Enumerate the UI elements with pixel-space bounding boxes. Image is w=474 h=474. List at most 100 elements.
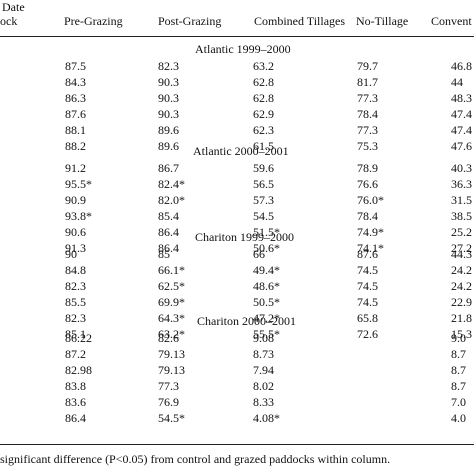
table-cell: 90.6 — [65, 225, 86, 239]
table-cell: 75.3 — [357, 139, 378, 153]
table-cell: 49.4* — [253, 263, 280, 277]
table-cell: 62.9 — [253, 107, 274, 121]
table-cell: 22.9 — [451, 295, 472, 309]
table-cell: 46.8 — [451, 59, 472, 73]
table-cell: 44 — [451, 75, 463, 89]
table-cell: 89.6 — [158, 139, 179, 153]
table-cell: 51.5* — [253, 225, 280, 239]
table-cell: 24.2 — [451, 263, 472, 277]
table-cell: 54.5 — [253, 209, 274, 223]
table-cell: 8.7 — [451, 347, 466, 361]
table-cell: 78.4 — [357, 107, 378, 121]
table-cell: 84.3 — [65, 75, 86, 89]
table-cell: 57.3 — [253, 193, 274, 207]
table-cell: 82.4* — [158, 177, 185, 191]
table-cell: 85 — [158, 247, 170, 261]
table-cell: 47.4 — [451, 107, 472, 121]
table-cell: 61.5 — [253, 139, 274, 153]
table-cell: 86.4 — [158, 241, 179, 255]
table-cell: 8.02 — [253, 379, 274, 393]
table-cell: 86.4 — [65, 411, 86, 425]
footnote: significant difference (P<0.05) from con… — [0, 452, 391, 466]
section-title: Chariton 1999–2000 — [195, 230, 294, 244]
table-cell: 74.5 — [357, 295, 378, 309]
table-cell: 36.3 — [451, 177, 472, 191]
table-cell: 8.73 — [253, 347, 274, 361]
table-cell: 65.8 — [357, 311, 378, 325]
table-cell: 77.3 — [158, 379, 179, 393]
table-cell: 62.3 — [253, 123, 274, 137]
table-cell: 88.1 — [65, 123, 86, 137]
table-cell: 7.94 — [253, 363, 274, 377]
table-cell: 81.7 — [357, 75, 378, 89]
table-cell: 85.1 — [65, 327, 86, 341]
table-cell: 93.8* — [65, 209, 92, 223]
table-cell: 4.0 — [451, 411, 466, 425]
table-cell: 72.6 — [357, 327, 378, 341]
table-cell: 89.6 — [158, 123, 179, 137]
table-cell: 40.3 — [451, 161, 472, 175]
table-cell: 77.3 — [357, 123, 378, 137]
table-cell: 76.0* — [357, 193, 384, 207]
header-pre-grazing: Pre-Grazing — [64, 14, 123, 28]
table-cell: 91.2 — [65, 161, 86, 175]
table-cell: 86.3 — [65, 91, 86, 105]
table-cell: 82.3 — [65, 311, 86, 325]
table-cell: 91.3 — [65, 241, 86, 255]
table-cell: 8.7 — [451, 379, 466, 393]
table-cell: 62.8 — [253, 91, 274, 105]
table-cell: 50.5* — [253, 295, 280, 309]
header-date-label: Date — [2, 0, 25, 14]
table-cell: 78.4 — [357, 209, 378, 223]
table-cell: 8.7 — [451, 363, 466, 377]
header-convent: Convent — [431, 14, 472, 28]
table-cell: 87.2 — [65, 347, 86, 361]
section-title: Atlantic 1999–2000 — [195, 42, 291, 56]
section-title: Atlantic 2000–2001 — [193, 144, 289, 158]
table-cell: 88.2 — [65, 139, 86, 153]
table-cell: 76.6 — [357, 177, 378, 191]
table-cell: 82.6 — [158, 331, 179, 345]
table-cell: 15.3 — [451, 327, 472, 341]
table-cell: 47.6 — [451, 139, 472, 153]
table-cell: 86.22 — [65, 331, 92, 345]
table-cell: 87.6 — [65, 107, 86, 121]
table-cell: 4.08* — [253, 411, 280, 425]
table-cell: 74.9* — [357, 225, 384, 239]
table-cell: 54.5* — [158, 411, 185, 425]
table-cell: 90.3 — [158, 75, 179, 89]
table-cell: 83.8 — [65, 379, 86, 393]
table-cell: 86.7 — [158, 161, 179, 175]
table-cell: 87.6 — [357, 247, 378, 261]
table-cell: 78.9 — [357, 161, 378, 175]
table-cell: 85.5 — [65, 295, 86, 309]
table-cell: 48.6* — [253, 279, 280, 293]
table-cell: 79.7 — [357, 59, 378, 73]
table-cell: 90 — [65, 247, 77, 261]
table-cell: 27.2 — [451, 241, 472, 255]
table-cell: 74.5 — [357, 279, 378, 293]
table-cell: 47.2* — [253, 311, 280, 325]
table-cell: 82.0* — [158, 193, 185, 207]
table-cell: 95.5* — [65, 177, 92, 191]
table-cell: 74.5 — [357, 263, 378, 277]
table-cell: 62.5* — [158, 279, 185, 293]
table-cell: 64.3* — [158, 311, 185, 325]
table-cell: 21.8 — [451, 311, 472, 325]
table-cell: 83.6 — [65, 395, 86, 409]
table-cell: 50.6* — [253, 241, 280, 255]
table-cell: 44.3 — [451, 247, 472, 261]
footer-rule — [0, 444, 474, 445]
table-cell: 82.3 — [158, 59, 179, 73]
table-cell: 90.3 — [158, 107, 179, 121]
table-cell: 69.9* — [158, 295, 185, 309]
header-post-grazing: Post-Grazing — [158, 14, 222, 28]
table-cell: 82.98 — [65, 363, 92, 377]
table-cell: 56.5 — [253, 177, 274, 191]
table-cell: 8.33 — [253, 395, 274, 409]
table-cell: 25.2 — [451, 225, 472, 239]
table-cell: 38.5 — [451, 209, 472, 223]
header-rule — [0, 36, 474, 37]
header-combined-tillages: Combined Tillages — [254, 14, 346, 28]
